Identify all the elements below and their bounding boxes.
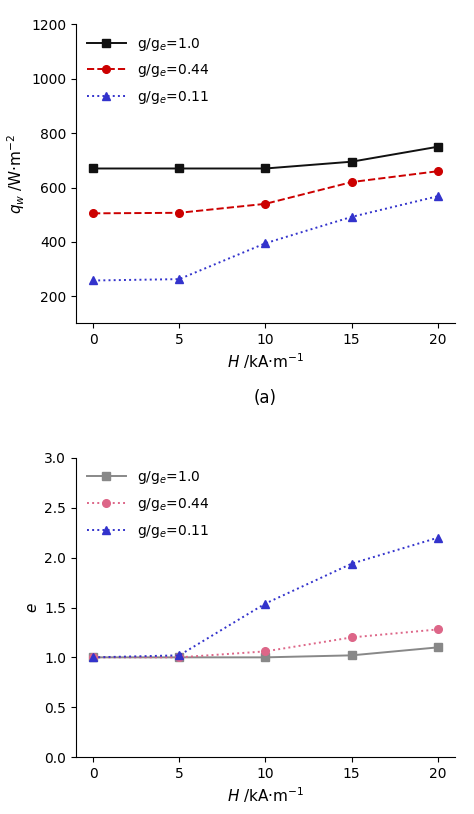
Legend: g/g$_e$=1.0, g/g$_e$=0.44, g/g$_e$=0.11: g/g$_e$=1.0, g/g$_e$=0.44, g/g$_e$=0.11 [83, 32, 214, 110]
g/g$_e$=0.11 [435, 533, 441, 543]
Line: g/g$_e$=0.11: g/g$_e$=0.11 [89, 534, 442, 661]
g/g$_e$=1.0 [349, 650, 355, 660]
g/g$_e$=0.11 [349, 212, 355, 221]
g/g$_e$=1.0 [176, 164, 182, 173]
g/g$_e$=0.11 [349, 558, 355, 568]
g/g$_e$=0.44 [435, 166, 441, 176]
g/g$_e$=1.0 [90, 653, 96, 663]
g/g$_e$=0.11 [263, 239, 268, 248]
g/g$_e$=0.11 [176, 274, 182, 284]
g/g$_e$=0.44 [90, 653, 96, 663]
g/g$_e$=1.0 [176, 653, 182, 663]
g/g$_e$=0.44 [349, 177, 355, 187]
Y-axis label: $e$: $e$ [25, 602, 40, 613]
g/g$_e$=1.0 [349, 157, 355, 167]
g/g$_e$=0.44 [263, 646, 268, 656]
X-axis label: $H$ /kA·m$^{-1}$: $H$ /kA·m$^{-1}$ [227, 785, 304, 804]
g/g$_e$=0.44 [176, 653, 182, 663]
g/g$_e$=0.44 [349, 632, 355, 642]
g/g$_e$=0.11 [435, 191, 441, 201]
Line: g/g$_e$=1.0: g/g$_e$=1.0 [89, 143, 442, 173]
g/g$_e$=1.0 [263, 164, 268, 173]
g/g$_e$=0.44 [90, 208, 96, 218]
g/g$_e$=1.0 [263, 653, 268, 663]
g/g$_e$=1.0 [435, 642, 441, 652]
Legend: g/g$_e$=1.0, g/g$_e$=0.44, g/g$_e$=0.11: g/g$_e$=1.0, g/g$_e$=0.44, g/g$_e$=0.11 [83, 465, 214, 544]
g/g$_e$=1.0 [90, 164, 96, 173]
g/g$_e$=0.11 [176, 650, 182, 660]
g/g$_e$=0.11 [263, 598, 268, 608]
Line: g/g$_e$=0.11: g/g$_e$=0.11 [89, 192, 442, 284]
g/g$_e$=0.44 [435, 624, 441, 634]
Y-axis label: $q_w$ /W·m$^{-2}$: $q_w$ /W·m$^{-2}$ [5, 133, 27, 214]
g/g$_e$=0.44 [176, 208, 182, 217]
Line: g/g$_e$=0.44: g/g$_e$=0.44 [89, 626, 442, 661]
g/g$_e$=0.44 [263, 199, 268, 208]
Line: g/g$_e$=0.44: g/g$_e$=0.44 [89, 168, 442, 217]
Line: g/g$_e$=1.0: g/g$_e$=1.0 [89, 644, 442, 661]
g/g$_e$=0.11 [90, 653, 96, 663]
X-axis label: $H$ /kA·m$^{-1}$: $H$ /kA·m$^{-1}$ [227, 352, 304, 371]
g/g$_e$=1.0 [435, 142, 441, 151]
g/g$_e$=0.11 [90, 276, 96, 286]
Text: (a): (a) [254, 389, 277, 407]
